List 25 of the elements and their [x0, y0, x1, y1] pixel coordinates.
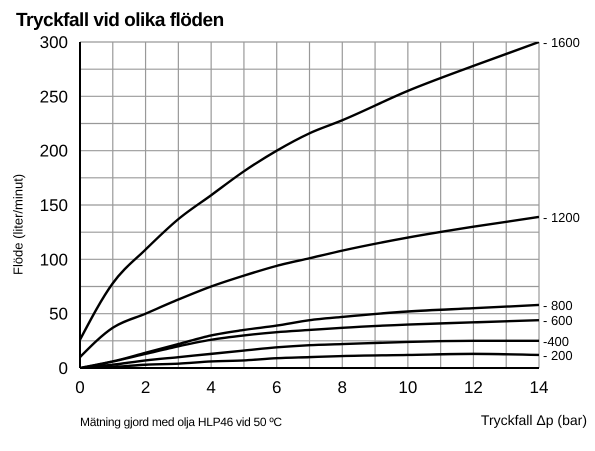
x-tick-label: 0 — [75, 378, 85, 397]
series-label: - 800 — [543, 298, 573, 313]
x-axis-title: Tryckfall Δp (bar) — [480, 412, 587, 428]
series-label: - 1200 — [543, 210, 580, 225]
x-tick-label: 12 — [464, 378, 483, 397]
series-label: - 1600 — [543, 35, 580, 50]
x-tick-label: 6 — [272, 378, 282, 397]
x-tick-label: 10 — [398, 378, 418, 397]
y-tick-label: 250 — [40, 87, 68, 106]
y-tick-label: 0 — [58, 359, 68, 378]
y-tick-label: 50 — [49, 304, 68, 324]
series-label: - 200 — [543, 348, 573, 363]
y-tick-label: 200 — [40, 142, 68, 161]
series-label: -400 — [543, 334, 570, 349]
y-tick-label: 100 — [40, 250, 68, 270]
y-tick-label: 300 — [40, 33, 68, 52]
x-tick-label: 4 — [206, 378, 216, 397]
x-tick-label: 2 — [140, 378, 150, 397]
y-axis-title: Flöde (liter/minut) — [10, 174, 26, 275]
y-tick-label: 150 — [40, 196, 68, 215]
text: Mätning gjord med olja HLP46 vid 50 ºC — [80, 415, 282, 429]
x-tick-label: 8 — [338, 378, 348, 397]
x-tick-label: 14 — [530, 378, 548, 397]
chart-title: Tryckfall vid olika flöden — [16, 10, 224, 32]
series-label: - 600 — [543, 313, 573, 328]
